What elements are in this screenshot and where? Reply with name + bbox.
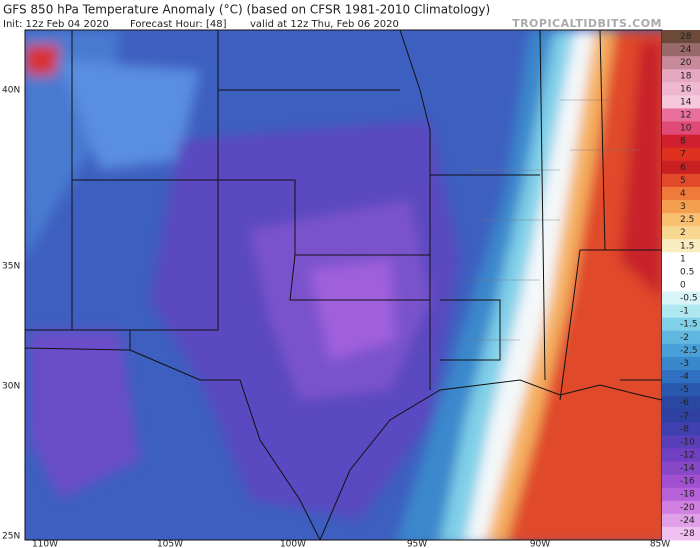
lat-label: 25N <box>2 532 20 542</box>
colorbar-label: -28 <box>680 529 695 539</box>
lon-label: 110W <box>32 540 58 548</box>
colorbar-label: -6 <box>680 398 689 408</box>
colorbar-label: 8 <box>680 137 686 147</box>
colorbar-label: 1.5 <box>680 241 694 251</box>
colorbar-cell <box>662 526 700 541</box>
colorbar-cell <box>662 186 700 201</box>
colorbar-label: 6 <box>680 163 686 173</box>
title: GFS 850 hPa Temperature Anomaly (°C) (ba… <box>3 3 490 17</box>
colorbar-cell <box>662 82 700 96</box>
colorbar-label: -14 <box>680 464 695 474</box>
colorbar-cell <box>662 356 700 371</box>
colorbar-cell <box>662 278 700 293</box>
colorbar-cell <box>662 317 700 332</box>
colorbar-label: 5 <box>680 176 686 186</box>
lon-label: 95W <box>407 540 427 548</box>
lon-label: 90W <box>530 540 550 548</box>
colorbar-cell <box>662 448 700 463</box>
colorbar-cell <box>662 121 700 136</box>
colorbar-label: 2.5 <box>680 215 694 225</box>
colorbar-cell <box>662 383 700 397</box>
init-time: Init: 12z Feb 04 2020 <box>3 19 109 30</box>
borders <box>25 30 662 540</box>
colorbar-cell <box>662 396 700 410</box>
colorbar-label: -18 <box>680 490 695 500</box>
lat-label: 35N <box>2 262 20 272</box>
colorbar-label: 4 <box>680 189 686 199</box>
colorbar-cell <box>662 239 700 253</box>
colorbar-label: 28 <box>680 32 692 42</box>
colorbar-cell <box>662 461 700 476</box>
colorbar-cell <box>662 226 700 240</box>
colorbar-cell <box>662 304 700 319</box>
colorbar-cell <box>662 370 700 384</box>
colorbar-cell <box>662 265 700 279</box>
colorbar-cell <box>662 252 700 266</box>
colorbar-cell <box>662 95 700 109</box>
colorbar-cell <box>662 474 700 489</box>
colorbar-cell <box>662 343 700 358</box>
map-axes: 40N 35N 30N 25N 110W 105W 100W 95W 90W 85W <box>2 86 670 548</box>
forecast-hour: Forecast Hour: [48] <box>130 19 227 30</box>
colorbar-cell <box>662 147 700 162</box>
colorbar-label: 24 <box>680 45 692 55</box>
colorbar-cell <box>662 173 700 188</box>
colorbar-cell <box>662 291 700 306</box>
lon-label: 100W <box>280 540 306 548</box>
colorbar-cell <box>662 500 700 515</box>
colorbar-cell <box>662 513 700 528</box>
colorbar-label: -10 <box>680 437 695 447</box>
lat-label: 40N <box>2 86 20 96</box>
colorbar-label: 16 <box>680 84 692 94</box>
colorbar-label: -1 <box>680 307 689 317</box>
colorbar-label: 18 <box>680 71 692 81</box>
colorbar-cell <box>662 330 700 345</box>
colorbar-cell <box>662 213 700 227</box>
colorbar-label: -1.5 <box>680 320 698 330</box>
colorbar-label: -5 <box>680 385 689 395</box>
colorbar-cell <box>662 69 700 83</box>
colorbar-label: -12 <box>680 451 695 461</box>
colorbar-cell <box>662 487 700 502</box>
colorbar-label: 12 <box>680 111 691 121</box>
colorbar-cell <box>662 435 700 449</box>
colorbar-label: -2 <box>680 333 689 343</box>
colorbar-label: 0.5 <box>680 267 694 277</box>
lat-label: 30N <box>2 382 20 392</box>
colorbar-label: 2 <box>680 228 686 238</box>
colorbar-cell <box>662 56 700 70</box>
site-name: TROPICALTIDBITS.COM <box>512 17 662 30</box>
colorbar-label: -16 <box>680 477 695 487</box>
colorbar-cell <box>662 108 700 123</box>
colorbar-cell <box>662 134 700 149</box>
colorbar-label: -3 <box>680 359 689 369</box>
colorbar-cell <box>662 422 700 436</box>
colorbar-label: -0.5 <box>680 294 698 304</box>
colorbar-cell <box>662 160 700 175</box>
lon-label: 105W <box>157 540 183 548</box>
lon-label: 85W <box>650 540 670 548</box>
colorbar-label: -2.5 <box>680 346 698 356</box>
colorbar-label: -7 <box>680 411 689 421</box>
colorbar-label: 1 <box>680 254 686 264</box>
colorbar-label: 7 <box>680 150 686 160</box>
colorbar-label: 3 <box>680 202 686 212</box>
colorbar-label: -8 <box>680 424 689 434</box>
valid-time: valid at 12z Thu, Feb 06 2020 <box>250 19 399 30</box>
colorbar-label: 10 <box>680 124 692 134</box>
colorbar: 28 24 20 18 16 14 12 10 8 7 6 5 4 3 2.5 2 1.5 1 0.5 0 -0.5 -1… <box>662 30 700 541</box>
colorbar-label: -4 <box>680 372 689 382</box>
colorbar-label: -24 <box>680 516 695 526</box>
colorbar-cell <box>662 30 700 44</box>
colorbar-cell <box>662 200 700 214</box>
colorbar-label: 14 <box>680 97 692 107</box>
colorbar-cell <box>662 43 700 57</box>
colorbar-label: 0 <box>680 281 686 291</box>
colorbar-cell <box>662 409 700 423</box>
colorbar-label: 20 <box>680 58 692 68</box>
colorbar-label: -20 <box>680 503 695 513</box>
map <box>25 30 662 540</box>
